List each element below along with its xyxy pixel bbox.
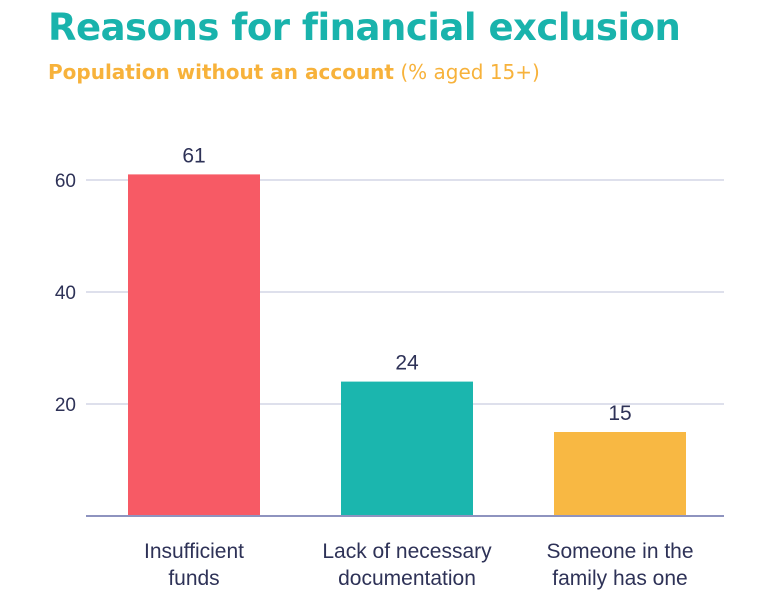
y-tick-label: 60 bbox=[55, 171, 76, 192]
y-tick-label: 20 bbox=[55, 395, 76, 416]
bar-2 bbox=[341, 381, 473, 516]
data-label: 15 bbox=[608, 402, 631, 425]
x-tick-label: Someone in the family has one bbox=[546, 540, 693, 590]
data-label: 24 bbox=[395, 352, 419, 375]
x-tick-label-line: funds bbox=[168, 567, 219, 590]
x-tick-label: Lack of necessary documentation bbox=[322, 540, 492, 590]
x-tick-label-line: Insufficient bbox=[144, 540, 244, 563]
x-tick-label-line: family has one bbox=[552, 567, 687, 590]
bar-3 bbox=[554, 432, 686, 516]
bar-1 bbox=[128, 174, 260, 516]
subtitle-unit: (% aged 15+) bbox=[400, 60, 540, 84]
y-tick-label: 40 bbox=[55, 283, 76, 304]
labels: 20 40 60 61 Insufficient funds 24 Lack of neces… bbox=[55, 144, 694, 590]
bars bbox=[128, 174, 686, 516]
x-tick-label-line: Someone in the bbox=[546, 540, 693, 563]
chart-subtitle: Population without an account (% aged 15… bbox=[48, 60, 540, 84]
subtitle-main: Population without an account bbox=[48, 60, 394, 84]
x-tick-label-line: Lack of necessary bbox=[322, 540, 492, 563]
x-tick-label: Insufficient funds bbox=[144, 540, 244, 590]
x-tick-label-line: documentation bbox=[338, 567, 476, 590]
chart-title: Reasons for financial exclusion bbox=[48, 6, 681, 49]
data-label: 61 bbox=[182, 144, 205, 167]
